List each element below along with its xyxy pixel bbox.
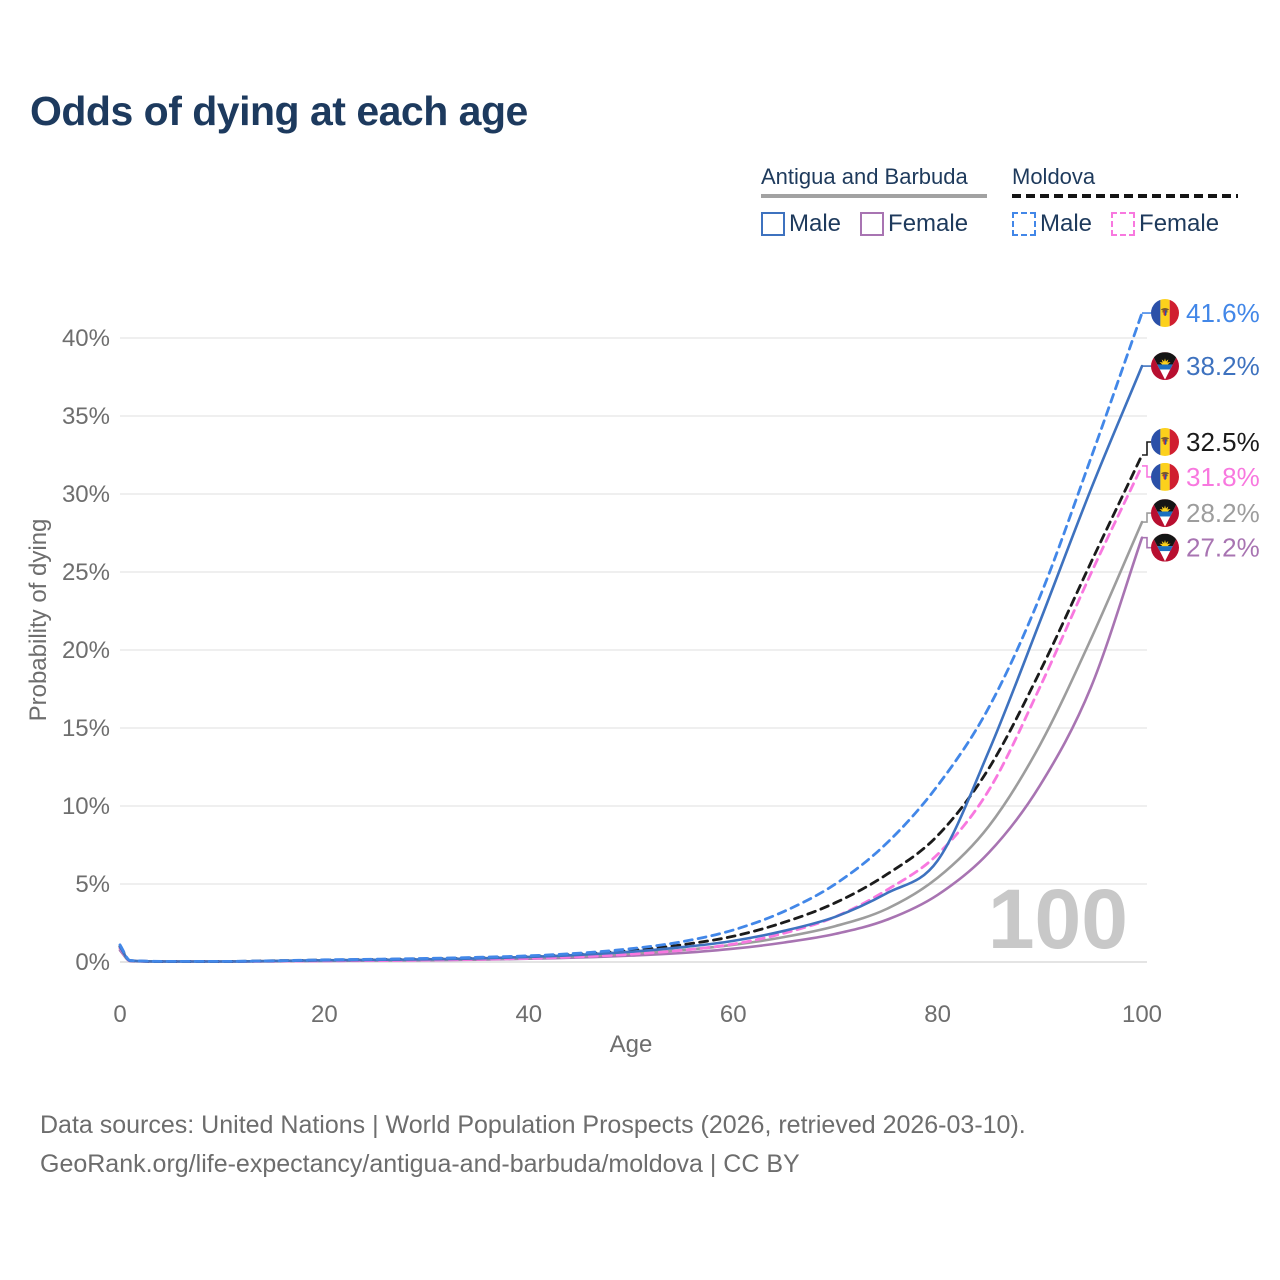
legend-group-title: Moldova [1012, 164, 1096, 189]
moldova-flag-icon [1151, 428, 1179, 456]
attribution-line: GeoRank.org/life-expectancy/antigua-and-… [40, 1150, 800, 1178]
watermark-age-100: 100 [988, 872, 1128, 966]
end-value-label-moldova-female: 31.8% [1186, 462, 1260, 492]
legend: Antigua and Barbuda Male Female Moldova … [0, 163, 1280, 243]
y-tick-label: 25% [62, 559, 110, 586]
end-value-label-antigua-and-barbuda-female: 27.2% [1186, 533, 1260, 563]
y-tick-label: 35% [62, 403, 110, 430]
y-tick-label: 5% [75, 871, 110, 898]
moldova-flag-icon [1151, 463, 1179, 491]
x-axis-title: Age [610, 1031, 653, 1058]
legend-swatch-dashed-male [1012, 212, 1036, 236]
legend-item-moldova-female: Female [1111, 210, 1219, 238]
x-tick-label: 60 [720, 1001, 747, 1028]
y-tick-label: 15% [62, 715, 110, 742]
antigua-flag-icon [1151, 352, 1179, 380]
legend-item-label: Female [1139, 210, 1220, 237]
antigua-flag-icon [1151, 499, 1179, 527]
y-tick-label: 40% [62, 325, 110, 352]
end-value-label-antigua-and-barbuda-both-sexes: 28.2% [1186, 498, 1260, 528]
legend-swatch-dashed-female [1111, 212, 1136, 236]
label-leader-line [1142, 441, 1151, 456]
y-tick-label: 30% [62, 481, 110, 508]
label-leader-line [1142, 465, 1151, 478]
end-value-label-moldova-male: 41.6% [1186, 298, 1260, 328]
legend-swatch-solid-female [860, 212, 885, 236]
legend-group-title: Antigua and Barbuda [761, 164, 968, 189]
legend-underline-solid [761, 194, 988, 198]
label-leader-line [1142, 512, 1151, 523]
legend-swatch-solid-male [761, 212, 785, 236]
data-source-line: Data sources: United Nations | World Pop… [40, 1111, 1026, 1139]
y-axis-title: Probability of dying [25, 519, 52, 722]
legend-item-moldova-male: Male [1012, 210, 1092, 238]
label-leader-line [1142, 536, 1151, 549]
legend-group-antigua-and-barbuda: Antigua and Barbuda Male Female [761, 163, 988, 238]
end-value-label-moldova-both-sexes: 32.5% [1186, 427, 1260, 457]
page-title: Odds of dying at each age [30, 88, 528, 134]
legend-item-antigua-male: Male [761, 210, 841, 238]
series-line-moldova-male [118, 311, 1144, 963]
x-tick-label: 80 [924, 1001, 951, 1028]
y-tick-label: 20% [62, 637, 110, 664]
legend-item-label: Male [789, 210, 842, 237]
y-tick-label: 0% [75, 949, 110, 976]
legend-underline-dashed [1012, 194, 1239, 198]
legend-item-label: Female [888, 210, 969, 237]
end-value-label-antigua-and-barbuda-male: 38.2% [1186, 351, 1260, 381]
x-tick-label: 40 [515, 1001, 542, 1028]
footer: Data sources: United Nations | World Pop… [40, 1106, 1026, 1184]
moldova-flag-icon [1151, 299, 1179, 327]
x-tick-label: 20 [311, 1001, 338, 1028]
legend-item-antigua-female: Female [860, 210, 968, 238]
antigua-flag-icon [1151, 534, 1179, 562]
legend-group-moldova: Moldova Male Female [1012, 163, 1239, 238]
x-tick-label: 100 [1122, 1001, 1162, 1028]
y-tick-label: 10% [62, 793, 110, 820]
legend-item-label: Male [1040, 210, 1093, 237]
x-tick-label: 0 [113, 1001, 126, 1028]
